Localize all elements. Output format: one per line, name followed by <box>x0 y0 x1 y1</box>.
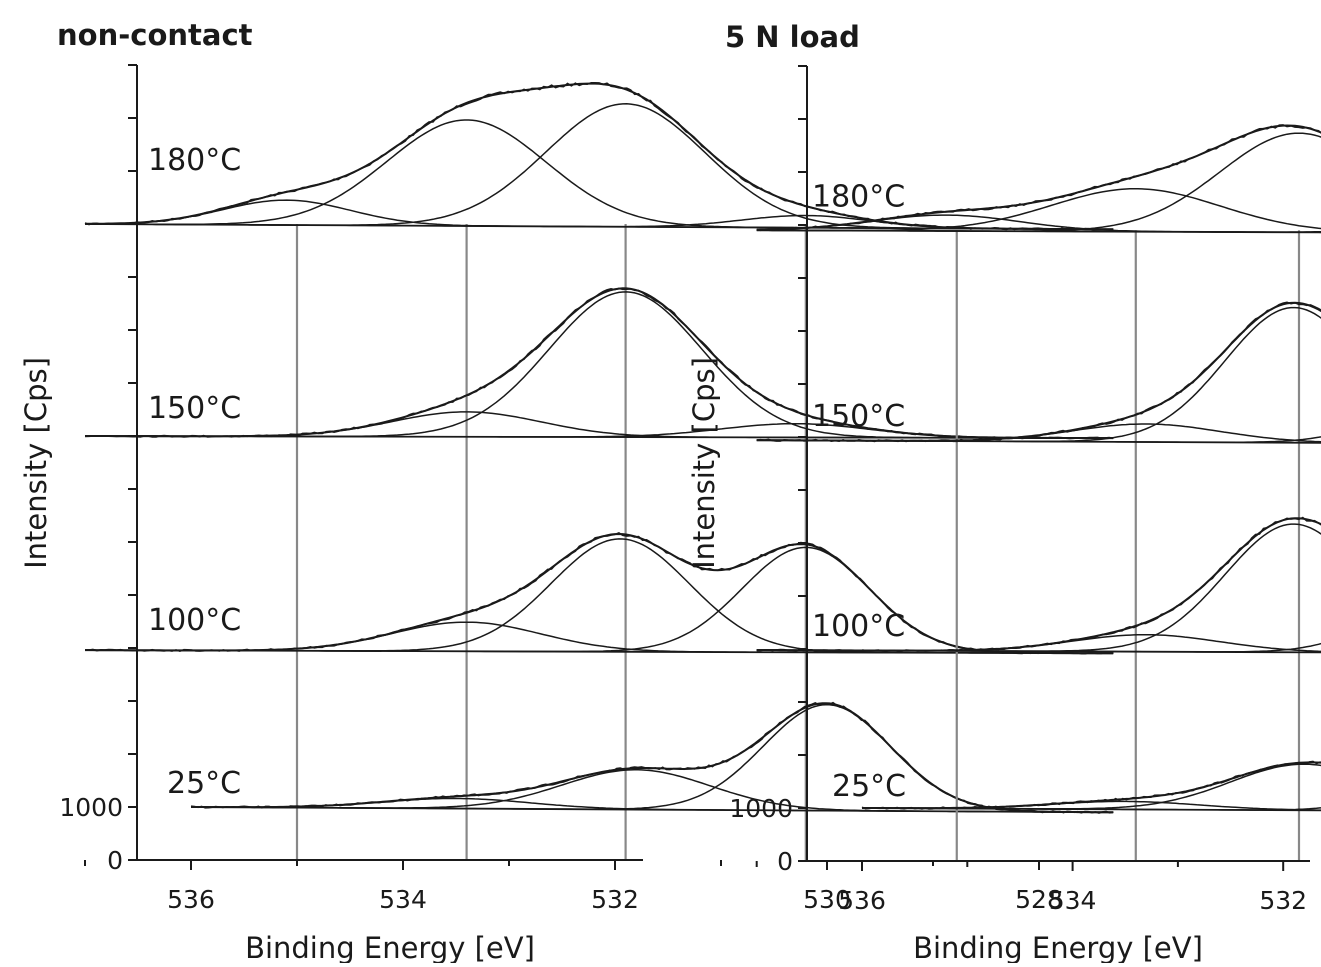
panel-title: non-contact <box>57 18 253 52</box>
fit-envelope-curve <box>191 702 1114 814</box>
panel-title: 5 N load <box>725 20 860 54</box>
temperature-label: 100°C <box>812 609 905 644</box>
temperature-label: 180°C <box>812 179 905 214</box>
measured-spectrum-line <box>84 532 1114 655</box>
baseline-line <box>861 807 1321 812</box>
y-tick-label: 0 <box>107 846 123 875</box>
measured-spectrum-line <box>756 124 1321 232</box>
spectrum-150C: 150°C <box>756 301 1321 444</box>
spectrum-25C: 25°C <box>167 701 1114 814</box>
y-axis-label: Intensity [Cps] <box>687 357 721 569</box>
x-tick-label: 536 <box>167 885 215 914</box>
x-tick-label: 532 <box>1259 886 1307 915</box>
baseline-line <box>756 229 1321 234</box>
x-tick-label: 532 <box>591 885 639 914</box>
baseline-line <box>190 806 1114 814</box>
x-tick-label: 530 <box>803 885 851 914</box>
fit-component-curve <box>191 703 1114 814</box>
spectrum-180C: 180°C <box>756 124 1321 234</box>
temperature-label: 150°C <box>812 399 905 434</box>
spectrum-150C: 150°C <box>84 287 1114 440</box>
temperature-label: 25°C <box>167 766 241 801</box>
panel-non-contact: non-contact 0 1000 536 534 532 530 528 Binding E… <box>19 18 1114 965</box>
x-axis-label: Binding Energy [eV] <box>913 931 1203 963</box>
measured-spectrum-line <box>756 516 1321 653</box>
measured-spectrum-line <box>190 701 1114 814</box>
temperature-label: 180°C <box>148 143 241 178</box>
fit-component-curve <box>756 188 1321 232</box>
x-tick-label: 534 <box>379 885 427 914</box>
y-tick-label: 0 <box>777 847 793 876</box>
panel-5n-load: 5 N load 0 1000 536 534 532 530 528 Binding Ener… <box>687 20 1321 965</box>
measured-spectrum-line <box>84 287 1114 440</box>
x-tick-label: 536 <box>838 886 886 915</box>
spectrum-100C: 100°C <box>756 516 1321 654</box>
x-tick-label: 534 <box>1049 886 1097 915</box>
temperature-label: 150°C <box>148 391 241 426</box>
temperature-label: 100°C <box>148 603 241 638</box>
spectrum-100C: 100°C <box>84 532 1114 655</box>
measured-spectrum-line <box>756 301 1321 443</box>
x-axis-label: Binding Energy [eV] <box>245 931 535 963</box>
measured-spectrum-line <box>861 760 1321 810</box>
y-tick-label: 1000 <box>59 793 123 822</box>
y-axis-label: Intensity [Cps] <box>19 357 53 569</box>
fit-envelope-curve <box>862 761 1321 810</box>
spectrum-180C: 180°C <box>84 82 1114 231</box>
temperature-label: 25°C <box>832 769 906 804</box>
y-tick-label: 1000 <box>729 794 793 823</box>
fit-component-curve <box>862 807 1321 811</box>
spectrum-25C: 25°C <box>832 760 1321 812</box>
x-tick-label: 528 <box>1015 885 1063 914</box>
